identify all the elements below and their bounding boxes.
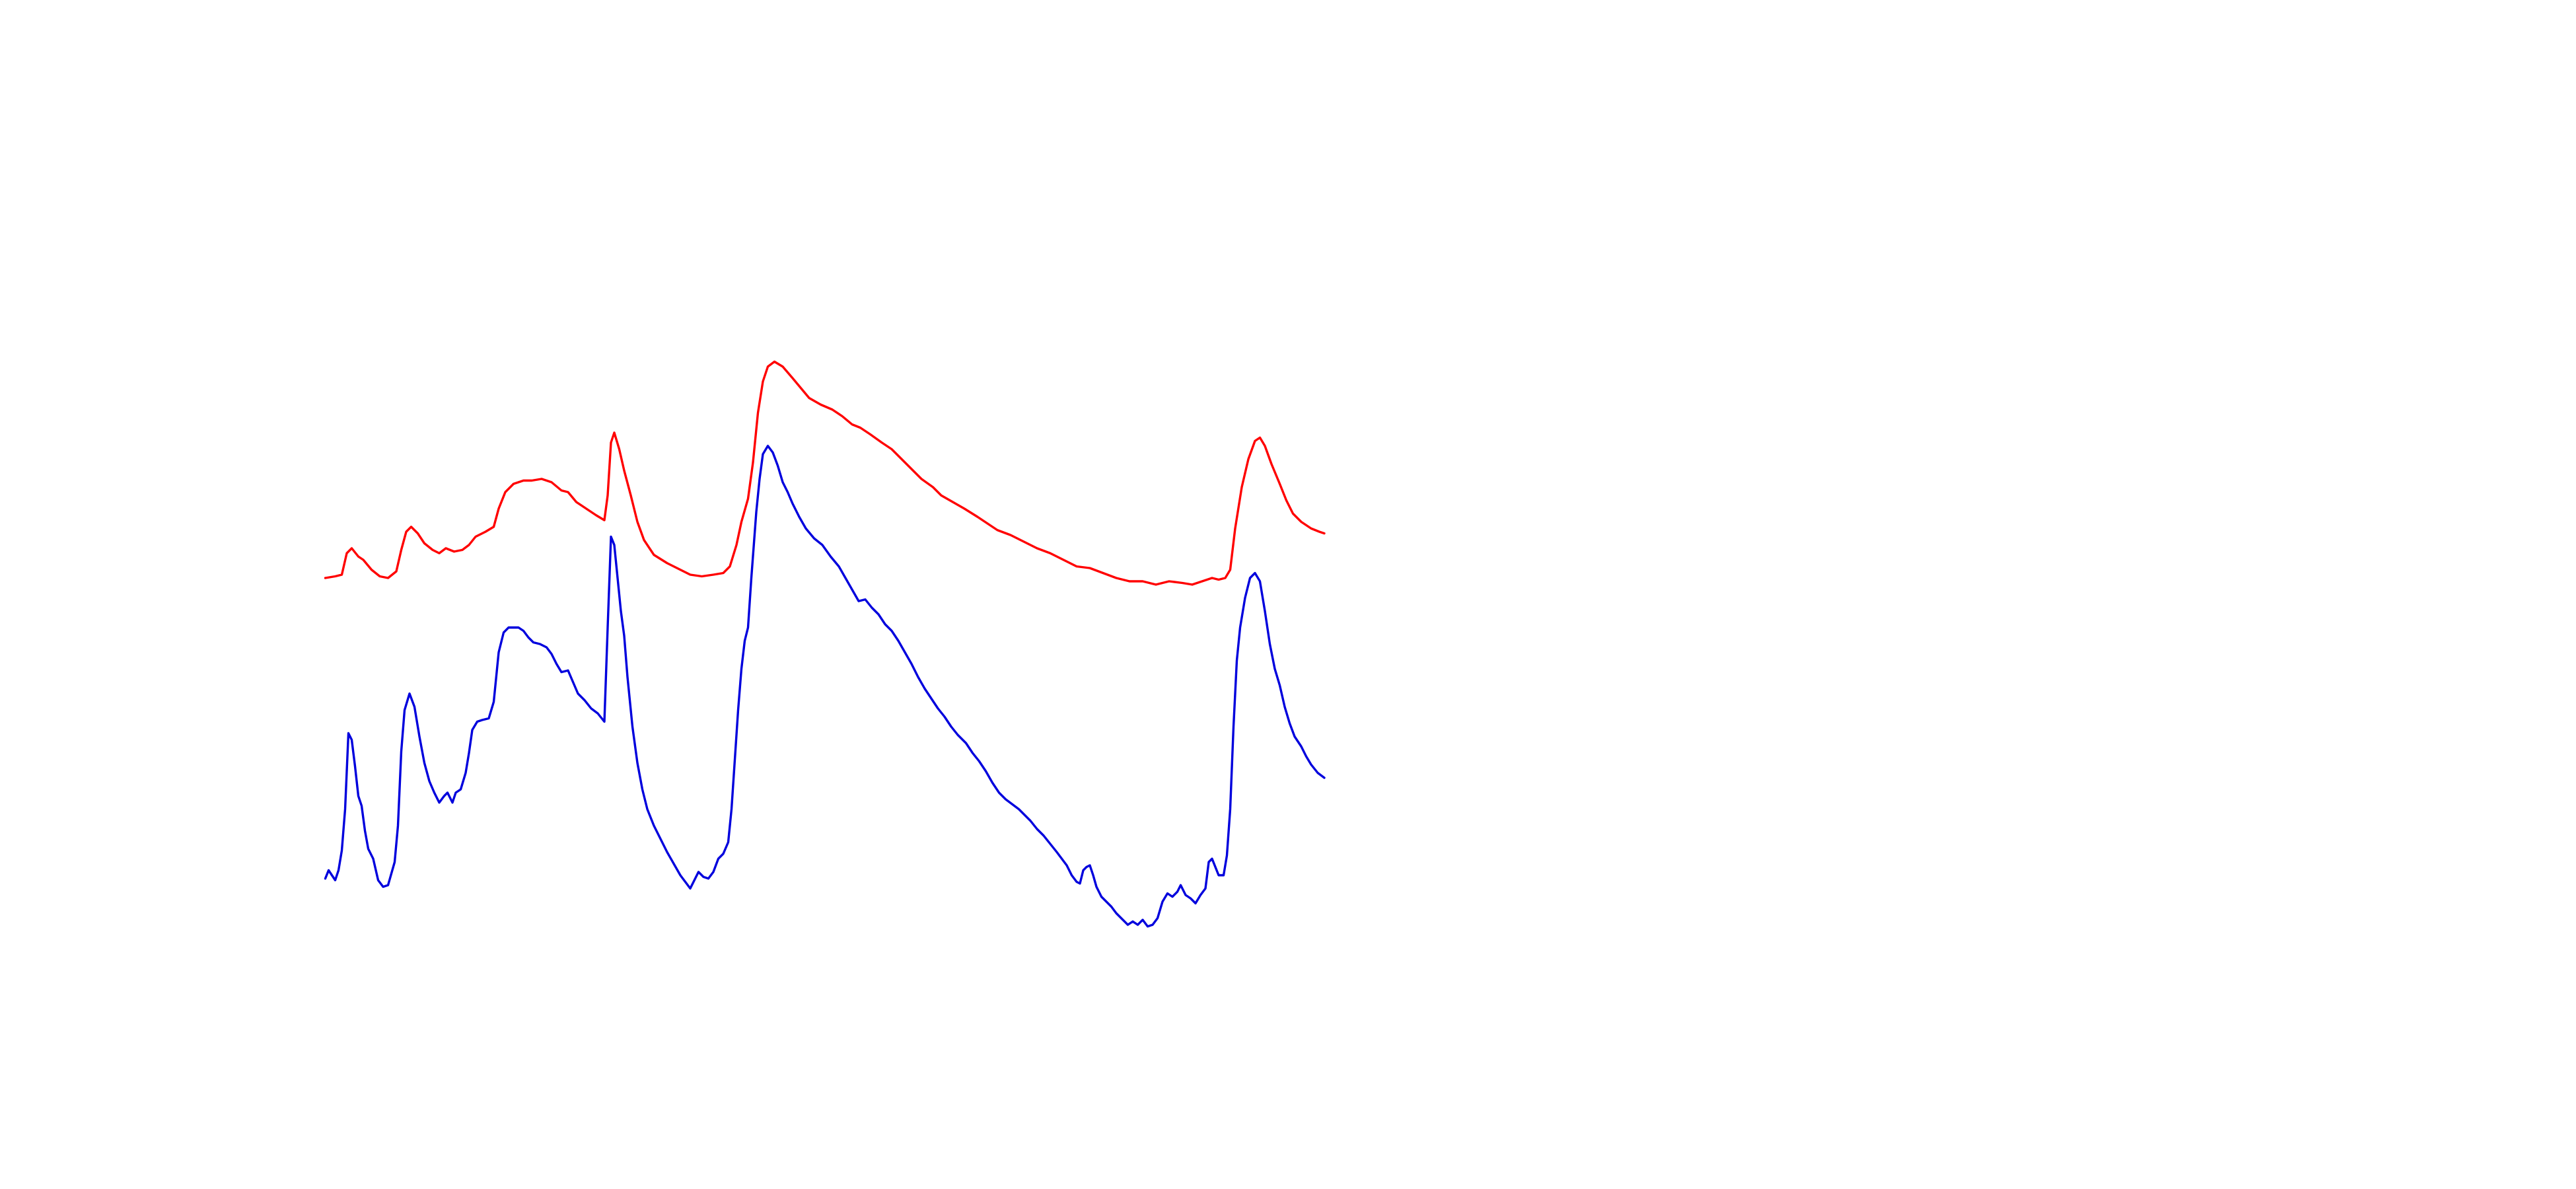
data-line xyxy=(324,445,1326,928)
data-line xyxy=(324,360,1326,586)
